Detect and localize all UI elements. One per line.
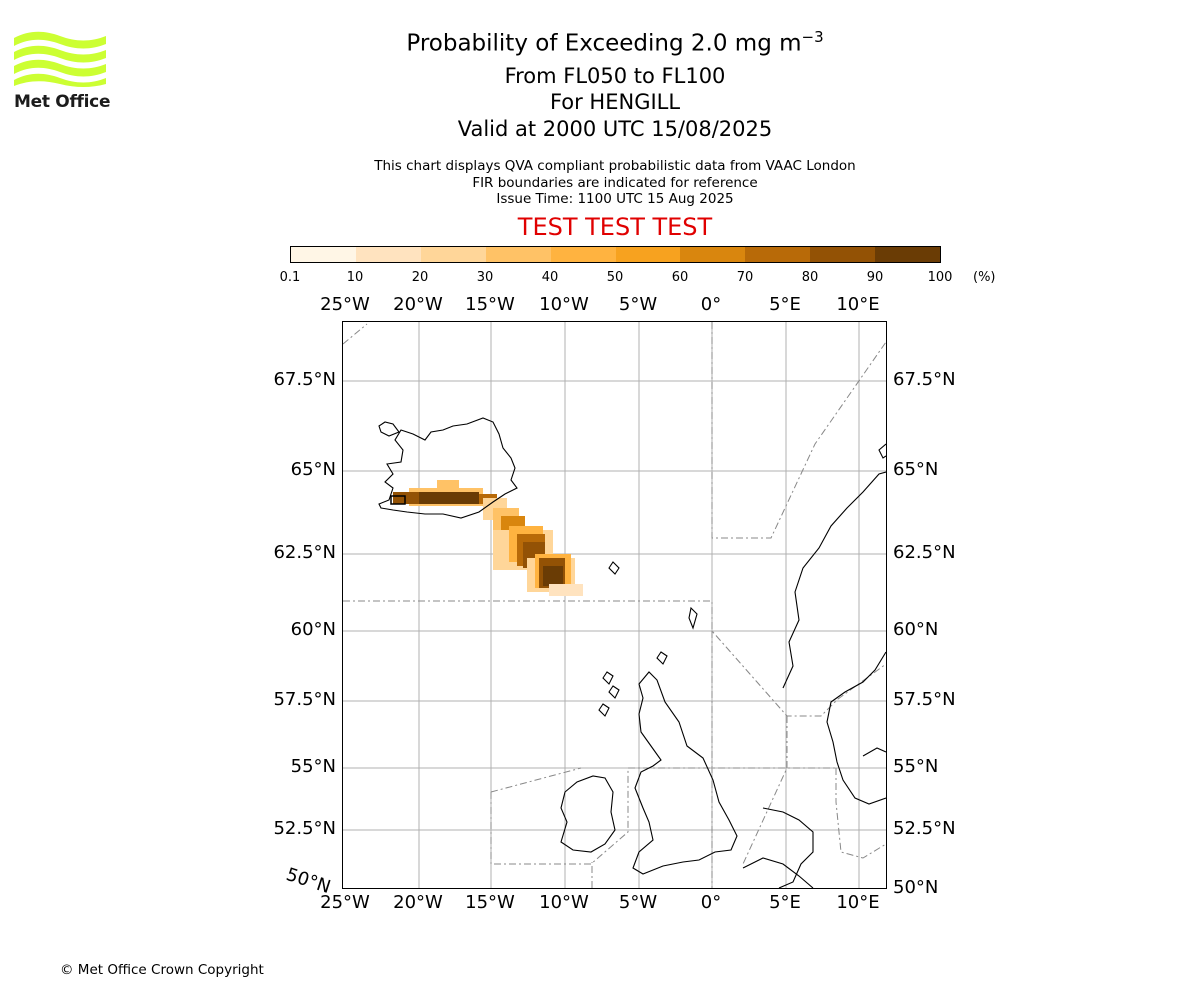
lat-label: 50°N — [893, 877, 939, 898]
lat-label: 52.5°N — [273, 818, 336, 839]
colorbar-segment — [615, 247, 681, 262]
lon-label: 10°W — [539, 294, 589, 315]
lon-label: 5°W — [618, 294, 658, 315]
coastlines — [378, 417, 887, 889]
colorbar-tick-label: 10 — [346, 270, 364, 285]
colorbar-tick-label: 30 — [476, 270, 494, 285]
volcano-marker-icon — [390, 495, 406, 505]
fir-boundaries — [342, 322, 887, 888]
colorbar-tick-label: 100 — [927, 270, 953, 285]
ash-probability-plume — [393, 480, 583, 596]
issue-time: Issue Time: 1100 UTC 15 Aug 2025 — [496, 191, 734, 207]
lat-label: 62.5°N — [893, 542, 956, 563]
colorbar-unit: (%) — [973, 270, 996, 285]
colorbar-segment — [810, 247, 876, 262]
met-office-logo-icon — [14, 31, 106, 87]
map — [342, 322, 887, 889]
lon-label: 25°W — [320, 892, 370, 913]
lon-label: 20°W — [393, 294, 443, 315]
lat-label: 60°N — [893, 619, 939, 640]
lon-label: 10°W — [539, 892, 589, 913]
flight-level-range: From FL050 to FL100 — [504, 64, 726, 88]
lon-label: 15°W — [465, 294, 515, 315]
lon-label: 10°E — [836, 892, 880, 913]
lat-label: 57.5°N — [893, 689, 956, 710]
colorbar-tick-label: 80 — [801, 270, 819, 285]
lat-label: 55°N — [893, 756, 939, 777]
lat-label: 67.5°N — [273, 369, 336, 390]
lat-label: 62.5°N — [273, 542, 336, 563]
lon-label: 5°E — [769, 294, 801, 315]
colorbar-tick-label: 70 — [736, 270, 754, 285]
colorbar-segment — [485, 247, 551, 262]
colorbar-tick-label: 0.1 — [279, 270, 301, 285]
lat-label: 55°N — [290, 756, 336, 777]
logo-text: Met Office — [14, 92, 111, 112]
lon-label: 25°W — [320, 294, 370, 315]
colorbar-segment — [550, 247, 616, 262]
lat-label-corner: 50°N — [283, 864, 334, 898]
colorbar-segment — [745, 247, 811, 262]
lat-label: 52.5°N — [893, 818, 956, 839]
lat-label: 57.5°N — [273, 689, 336, 710]
copyright: © Met Office Crown Copyright — [60, 962, 264, 978]
lat-label: 65°N — [893, 459, 939, 480]
colorbar-tick-label: 20 — [411, 270, 429, 285]
lon-label: 0° — [700, 892, 722, 913]
colorbar-segment — [355, 247, 421, 262]
lat-label: 65°N — [290, 459, 336, 480]
lon-label: 5°W — [618, 892, 658, 913]
lon-label: 15°W — [465, 892, 515, 913]
volcano-name: For HENGILL — [549, 90, 681, 114]
valid-time: Valid at 2000 UTC 15/08/2025 — [457, 117, 773, 141]
colorbar-segment — [680, 247, 746, 262]
graticule — [343, 322, 886, 888]
colorbar-segment — [875, 247, 941, 262]
info-line-2: FIR boundaries are indicated for referen… — [472, 175, 758, 191]
colorbar-segment — [291, 247, 356, 262]
colorbar-tick-label: 60 — [671, 270, 689, 285]
lon-label: 20°W — [393, 892, 443, 913]
lon-label: 10°E — [836, 294, 880, 315]
test-banner: TEST TEST TEST — [517, 213, 713, 241]
map-frame — [342, 321, 887, 889]
lon-label: 5°E — [769, 892, 801, 913]
colorbar-segment — [420, 247, 486, 262]
lon-label: 0° — [700, 294, 722, 315]
chart-title: Probability of Exceeding 2.0 mg m−3 — [406, 28, 824, 57]
colorbar-tick-label: 90 — [866, 270, 884, 285]
info-line-1: This chart displays QVA compliant probab… — [374, 158, 856, 174]
colorbar-tick-label: 50 — [606, 270, 624, 285]
colorbar — [290, 246, 941, 263]
colorbar-tick-label: 40 — [541, 270, 559, 285]
lat-label: 67.5°N — [893, 369, 956, 390]
lat-label: 60°N — [290, 619, 336, 640]
